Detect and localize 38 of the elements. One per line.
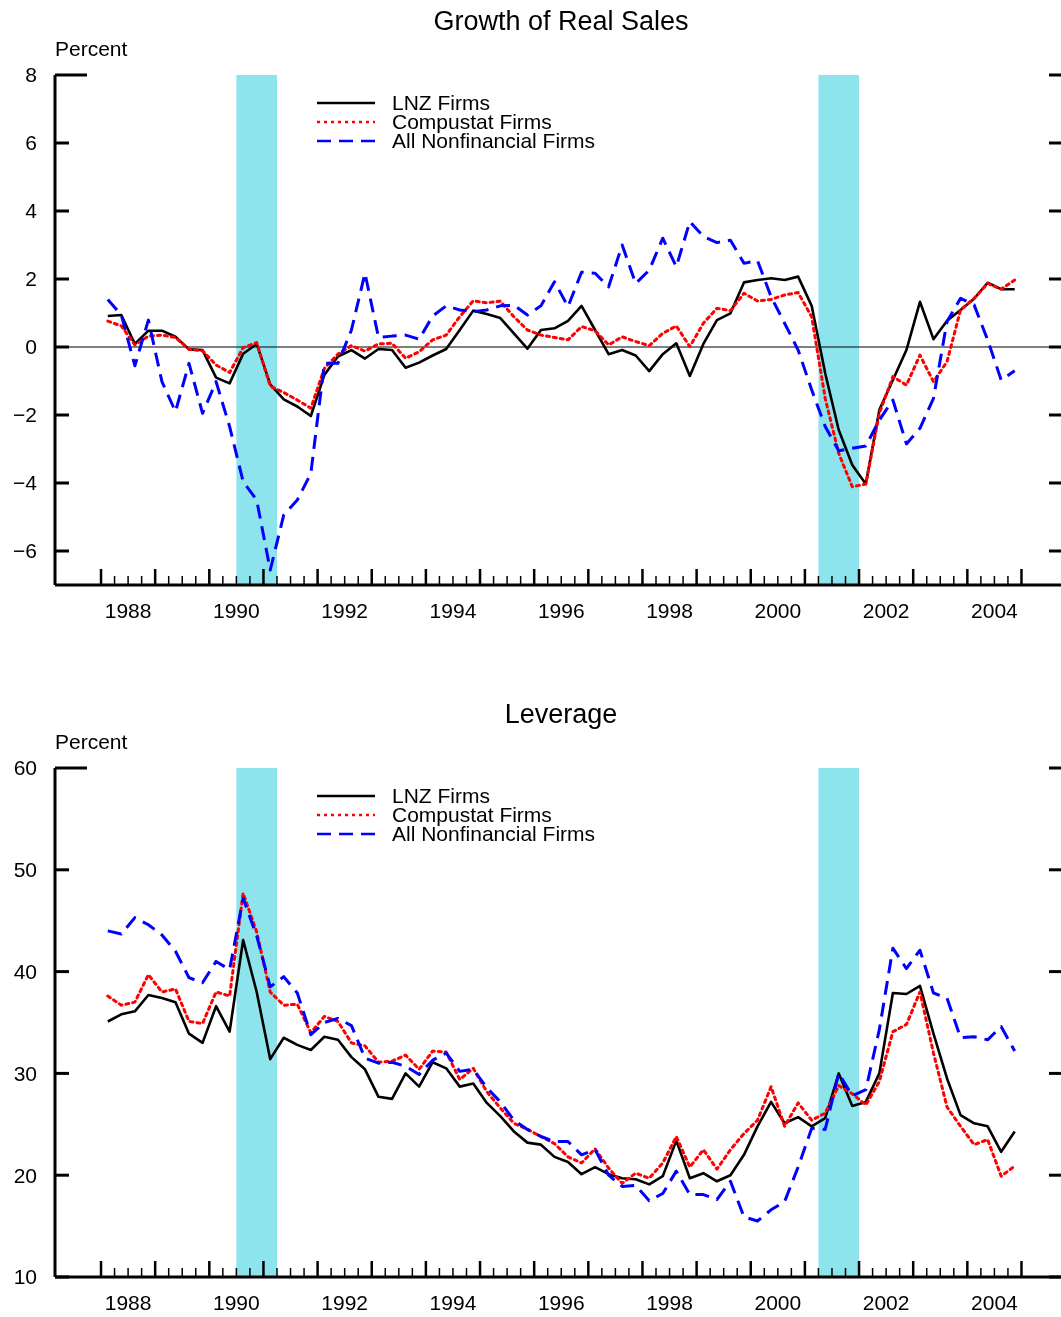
y-tick-label: 10 <box>13 1265 37 1289</box>
y-tick-label: 0 <box>25 335 37 359</box>
x-tick-label: 1992 <box>321 1291 369 1314</box>
x-tick-label: 2002 <box>862 599 910 622</box>
x-tick-label: 1998 <box>646 599 693 622</box>
y-tick-label: 50 <box>13 858 37 882</box>
y-tick-label: 8 <box>25 63 37 87</box>
x-tick-label: 2002 <box>862 1291 910 1314</box>
y-axis-title: Percent <box>55 37 128 60</box>
y-axis-title: Percent <box>55 730 128 753</box>
x-tick-label: 1994 <box>429 599 477 622</box>
x-tick-label: 2004 <box>971 1291 1019 1314</box>
x-tick-label: 1992 <box>321 599 369 622</box>
x-tick-label: 1988 <box>104 1291 152 1314</box>
x-tick-label: 1994 <box>429 1291 477 1314</box>
y-tick-label: 20 <box>13 1163 37 1187</box>
y-tick-label: 30 <box>13 1061 37 1085</box>
y-tick-label: 40 <box>13 959 37 983</box>
y-tick-label: 4 <box>25 199 38 223</box>
line-series <box>106 220 1017 572</box>
x-tick-label: 2000 <box>754 599 802 622</box>
x-tick-label: 2004 <box>971 599 1019 622</box>
y-tick-label: −2 <box>13 403 37 427</box>
x-tick-label: 1988 <box>104 599 152 622</box>
x-tick-label: 2000 <box>754 1291 802 1314</box>
x-tick-label: 1996 <box>537 1291 585 1314</box>
y-tick-label: −4 <box>13 471 38 495</box>
y-tick-label: 60 <box>13 756 37 780</box>
line-series <box>106 938 1017 1186</box>
x-tick-label: 1990 <box>213 1291 260 1314</box>
chart-title: Leverage <box>504 699 618 729</box>
y-tick-label: −6 <box>13 539 37 563</box>
x-tick-label: 1996 <box>537 599 585 622</box>
x-tick-label: 1990 <box>213 599 260 622</box>
y-tick-label: 2 <box>25 267 37 291</box>
y-tick-label: 6 <box>25 131 37 155</box>
x-tick-label: 1998 <box>646 1291 693 1314</box>
chart-title: Growth of Real Sales <box>433 6 689 36</box>
